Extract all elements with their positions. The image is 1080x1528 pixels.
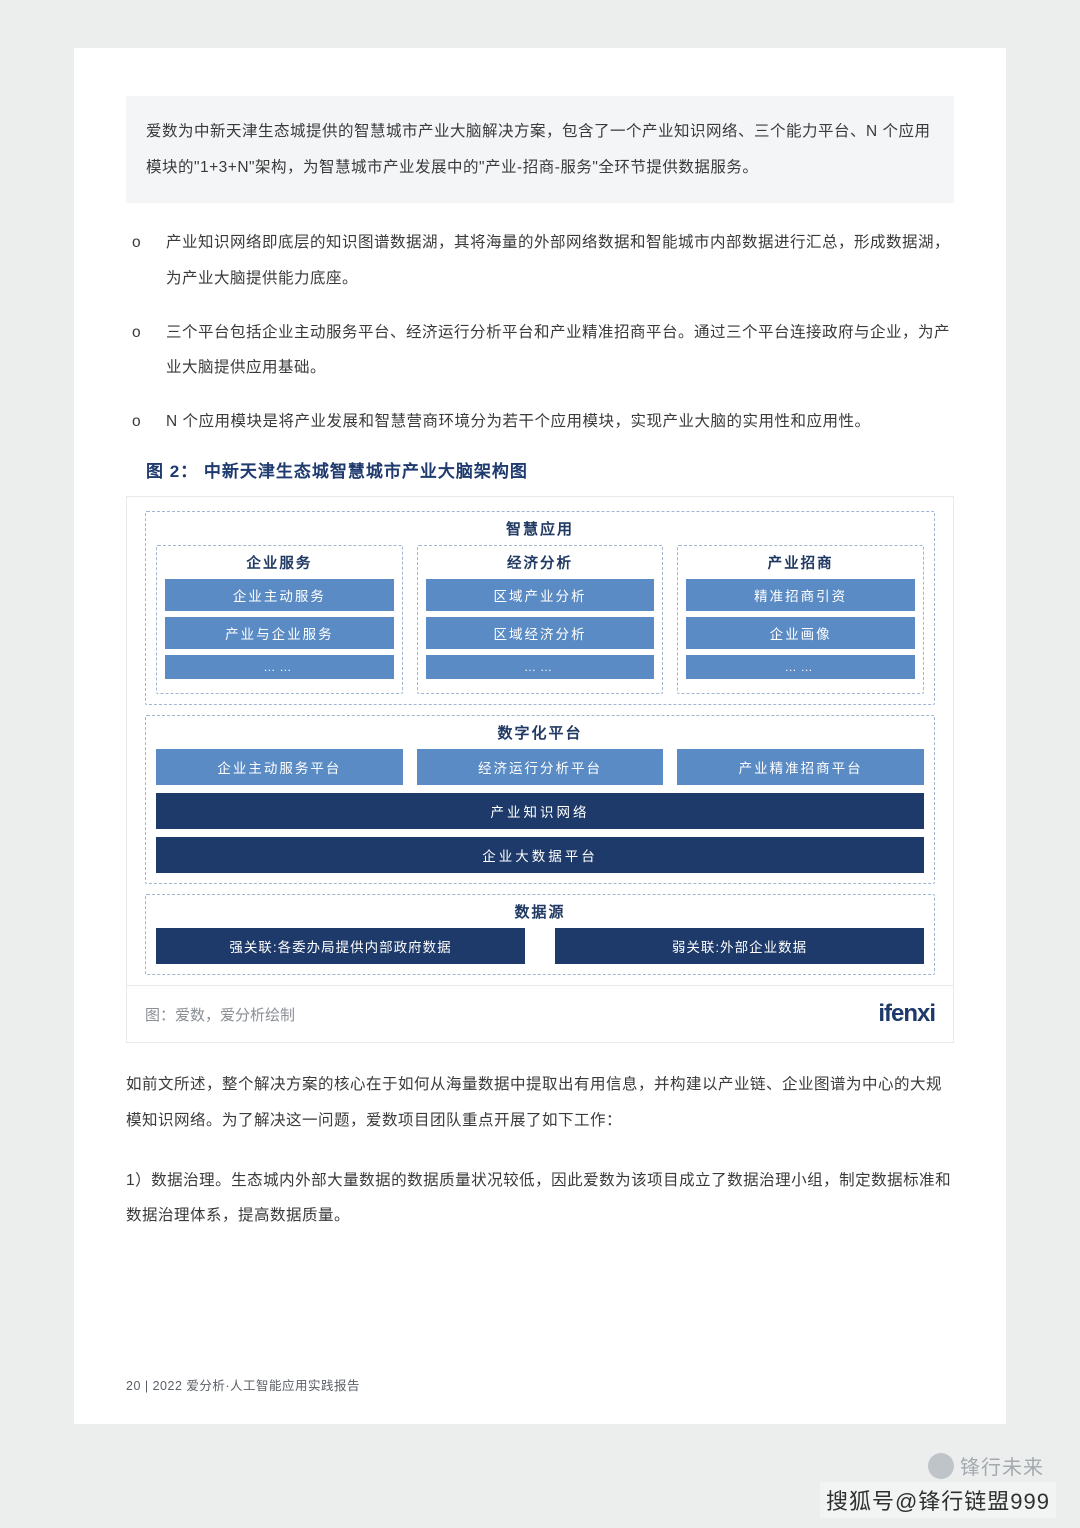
brand-logo: ifenxi bbox=[878, 1000, 935, 1028]
data-source-row: 强关联:各委办局提供内部政府数据 弱关联:外部企业数据 bbox=[156, 928, 924, 964]
app-columns: 企业服务 企业主动服务 产业与企业服务 …… 经济分析 区域产业分析 区域经济分… bbox=[156, 545, 924, 694]
section-digital-platform: 数字化平台 企业主动服务平台 经济运行分析平台 产业精准招商平台 产业知识网络 … bbox=[145, 715, 935, 884]
bigdata-platform-bar: 企业大数据平台 bbox=[156, 837, 924, 873]
bullet-list: o 产业知识网络即底层的知识图谱数据湖，其将海量的外部网络数据和智能城市内部数据… bbox=[126, 225, 954, 439]
section-data-source: 数据源 强关联:各委办局提供内部政府数据 弱关联:外部企业数据 bbox=[145, 894, 935, 975]
platform-item: 产业精准招商平台 bbox=[677, 749, 924, 785]
section-title: 智慧应用 bbox=[156, 518, 924, 539]
platform-row: 企业主动服务平台 经济运行分析平台 产业精准招商平台 bbox=[156, 749, 924, 785]
platform-item: 经济运行分析平台 bbox=[417, 749, 664, 785]
watermark-top: 锋行未来 bbox=[928, 1451, 1044, 1480]
col-economic-analysis: 经济分析 区域产业分析 区域经济分析 …… bbox=[417, 545, 664, 694]
bullet-text: N 个应用模块是将产业发展和智慧营商环境分为若干个应用模块，实现产业大脑的实用性… bbox=[166, 404, 954, 440]
col-title: 产业招商 bbox=[686, 552, 915, 573]
document-page: 爱数为中新天津生态城提供的智慧城市产业大脑解决方案，包含了一个产业知识网络、三个… bbox=[74, 48, 1006, 1424]
col-enterprise-service: 企业服务 企业主动服务 产业与企业服务 …… bbox=[156, 545, 403, 694]
section-smart-apps: 智慧应用 企业服务 企业主动服务 产业与企业服务 …… 经济分析 区域产业分析 … bbox=[145, 511, 935, 705]
app-item: 产业与企业服务 bbox=[165, 617, 394, 649]
bullet-marker: o bbox=[126, 404, 166, 440]
col-investment: 产业招商 精准招商引资 企业画像 …… bbox=[677, 545, 924, 694]
architecture-diagram: 智慧应用 企业服务 企业主动服务 产业与企业服务 …… 经济分析 区域产业分析 … bbox=[127, 497, 953, 985]
app-item-more: …… bbox=[686, 655, 915, 679]
body-paragraph: 如前文所述，整个解决方案的核心在于如何从海量数据中提取出有用信息，并构建以产业链… bbox=[126, 1067, 954, 1138]
figure-footer: 图：爱数，爱分析绘制 ifenxi bbox=[127, 985, 953, 1042]
platform-item: 企业主动服务平台 bbox=[156, 749, 403, 785]
col-title: 经济分析 bbox=[426, 552, 655, 573]
bullet-marker: o bbox=[126, 315, 166, 386]
figure-container: 智慧应用 企业服务 企业主动服务 产业与企业服务 …… 经济分析 区域产业分析 … bbox=[126, 496, 954, 1043]
watermark-text: 锋行未来 bbox=[960, 1451, 1044, 1480]
page-footer: 20 | 2022 爱分析·人工智能应用实践报告 bbox=[126, 1375, 360, 1394]
intro-box: 爱数为中新天津生态城提供的智慧城市产业大脑解决方案，包含了一个产业知识网络、三个… bbox=[126, 96, 954, 203]
app-item: 区域经济分析 bbox=[426, 617, 655, 649]
section-title: 数据源 bbox=[156, 901, 924, 922]
watermark-icon bbox=[928, 1453, 954, 1479]
data-source-weak: 弱关联:外部企业数据 bbox=[555, 928, 924, 964]
section-title: 数字化平台 bbox=[156, 722, 924, 743]
figure-title: 图 2： 中新天津生态城智慧城市产业大脑架构图 bbox=[146, 457, 954, 482]
body-paragraph: 1）数据治理。生态城内外部大量数据的数据质量状况较低，因此爱数为该项目成立了数据… bbox=[126, 1163, 954, 1234]
app-item: 企业画像 bbox=[686, 617, 915, 649]
list-item: o 三个平台包括企业主动服务平台、经济运行分析平台和产业精准招商平台。通过三个平… bbox=[126, 315, 954, 386]
knowledge-network-bar: 产业知识网络 bbox=[156, 793, 924, 829]
col-title: 企业服务 bbox=[165, 552, 394, 573]
app-item: 精准招商引资 bbox=[686, 579, 915, 611]
app-item-more: …… bbox=[426, 655, 655, 679]
app-item: 企业主动服务 bbox=[165, 579, 394, 611]
list-item: o 产业知识网络即底层的知识图谱数据湖，其将海量的外部网络数据和智能城市内部数据… bbox=[126, 225, 954, 296]
data-source-strong: 强关联:各委办局提供内部政府数据 bbox=[156, 928, 525, 964]
figure-source-label: 图：爱数，爱分析绘制 bbox=[145, 1004, 295, 1025]
app-item-more: …… bbox=[165, 655, 394, 679]
intro-text: 爱数为中新天津生态城提供的智慧城市产业大脑解决方案，包含了一个产业知识网络、三个… bbox=[146, 123, 931, 176]
bullet-text: 产业知识网络即底层的知识图谱数据湖，其将海量的外部网络数据和智能城市内部数据进行… bbox=[166, 225, 954, 296]
app-item: 区域产业分析 bbox=[426, 579, 655, 611]
list-item: o N 个应用模块是将产业发展和智慧营商环境分为若干个应用模块，实现产业大脑的实… bbox=[126, 404, 954, 440]
watermark-bottom: 搜狐号@锋行链盟999 bbox=[820, 1482, 1056, 1518]
bullet-text: 三个平台包括企业主动服务平台、经济运行分析平台和产业精准招商平台。通过三个平台连… bbox=[166, 315, 954, 386]
bullet-marker: o bbox=[126, 225, 166, 296]
